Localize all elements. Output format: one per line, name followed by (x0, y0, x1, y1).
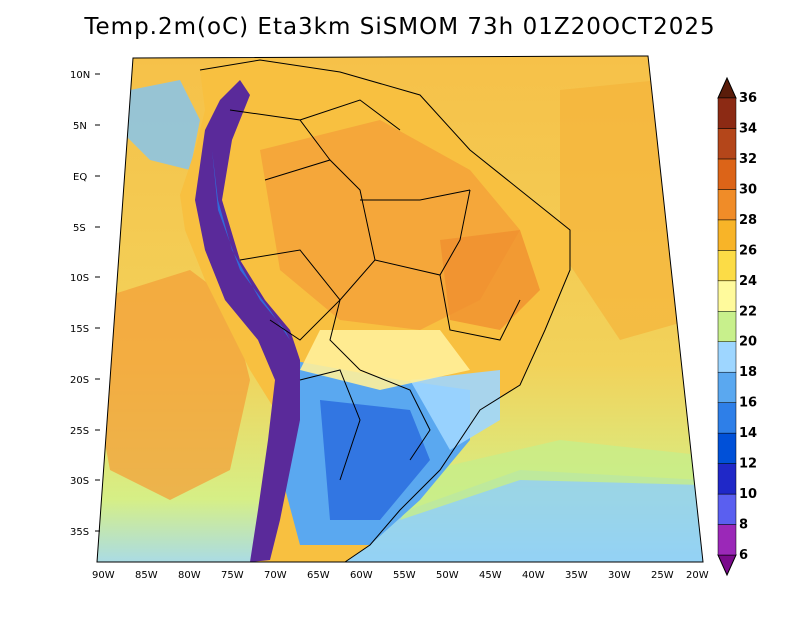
brazil-states-1 (374, 189, 471, 276)
colorbar-segment (717, 128, 737, 160)
colorbar-label: 34 (739, 121, 757, 136)
colorbar-bottom-arrow (717, 554, 737, 577)
south-atlantic-cool (340, 470, 703, 562)
lon-label: 65W (307, 570, 330, 581)
lon-label: 55W (393, 570, 416, 581)
border-peru-bolivia (239, 249, 341, 341)
latitude-axis: 10N 5N EQ 5S 10S 15S 20S 25S 30S 35S (70, 70, 100, 538)
lat-label: EQ (73, 172, 87, 183)
colorbar-label: 20 (739, 335, 757, 350)
colorbar-label: 12 (739, 457, 757, 472)
colorbar-label: 18 (739, 365, 757, 380)
lat-label: 5S (73, 223, 86, 234)
colorbar-label: 14 (739, 426, 757, 441)
pacific-cool-patch (120, 80, 200, 170)
lon-label: 85W (135, 570, 158, 581)
colorbar-label: 24 (739, 274, 757, 289)
lon-label: 90W (92, 570, 115, 581)
colorbar-segment (717, 219, 737, 251)
colorbar-segment (717, 341, 737, 373)
brazil-states-2 (439, 274, 521, 341)
colorbar-segment (717, 493, 737, 525)
lon-label: 20W (686, 570, 709, 581)
colorbar-segment (717, 158, 737, 190)
colorbar-label: 28 (739, 213, 757, 228)
lat-label: 5N (73, 121, 87, 132)
northeast-hot-region (440, 230, 540, 330)
map-title: Temp.2m(oC) Eta3km SiSMOM 73h 01Z20OCT20… (84, 14, 716, 40)
colorbar-label: 26 (739, 243, 757, 258)
south-atlantic-green (400, 440, 703, 520)
lon-label: 70W (264, 570, 287, 581)
colorbar-label: 30 (739, 182, 757, 197)
lon-label: 50W (436, 570, 459, 581)
map-domain (97, 56, 703, 562)
andes-cold-strip (195, 80, 300, 562)
lon-label: 30W (608, 570, 631, 581)
colorbar-segment (717, 463, 737, 495)
political-borders (199, 59, 571, 563)
colorbar: 6 8 10 12 14 16 18 20 22 24 26 28 30 32 34 36 (717, 76, 757, 577)
colorbar-segment (717, 432, 737, 464)
lat-label: 35S (70, 527, 89, 538)
lon-label: 60W (350, 570, 373, 581)
colorbar-label: 32 (739, 152, 757, 167)
colorbar-label: 36 (739, 91, 757, 106)
colorbar-segment (717, 524, 737, 556)
lon-label: 35W (565, 570, 588, 581)
colorbar-segment (717, 371, 737, 403)
colorbar-label: 6 (739, 548, 748, 563)
brazil-states-3 (360, 189, 471, 201)
lat-label: 10S (70, 273, 89, 284)
border-venezuela (299, 99, 401, 131)
lon-label: 75W (221, 570, 244, 581)
lon-label: 25W (651, 570, 674, 581)
colorbar-label: 8 (739, 518, 748, 533)
longitude-axis: 90W 85W 80W 75W 70W 65W 60W 55W 50W 45W … (92, 570, 709, 581)
colorbar-label: 16 (739, 396, 757, 411)
pacific-warm-patch (97, 270, 250, 500)
colorbar-segment (717, 97, 737, 129)
colorbar-label: 10 (739, 487, 757, 502)
lon-label: 45W (479, 570, 502, 581)
south-cold-core (320, 400, 430, 520)
colorbar-segment (717, 280, 737, 312)
coastline (199, 59, 571, 563)
colorbar-segment (717, 311, 737, 342)
map-frame (96, 55, 704, 563)
colorbar-segment (717, 189, 737, 221)
colorbar-label: 22 (739, 304, 757, 319)
colorbar-segment (717, 250, 737, 282)
border-brazil-south (359, 369, 431, 461)
lat-label: 25S (70, 426, 89, 437)
lat-label: 30S (70, 476, 89, 487)
lon-label: 40W (522, 570, 545, 581)
colorbar-top-arrow (717, 76, 737, 99)
lat-label: 10N (70, 70, 90, 81)
colorbar-segment (717, 402, 737, 434)
lon-label: 80W (178, 570, 201, 581)
border-argentina (299, 369, 361, 481)
lat-label: 20S (70, 375, 89, 386)
lat-label: 15S (70, 324, 89, 335)
southeast-cool (410, 370, 500, 450)
